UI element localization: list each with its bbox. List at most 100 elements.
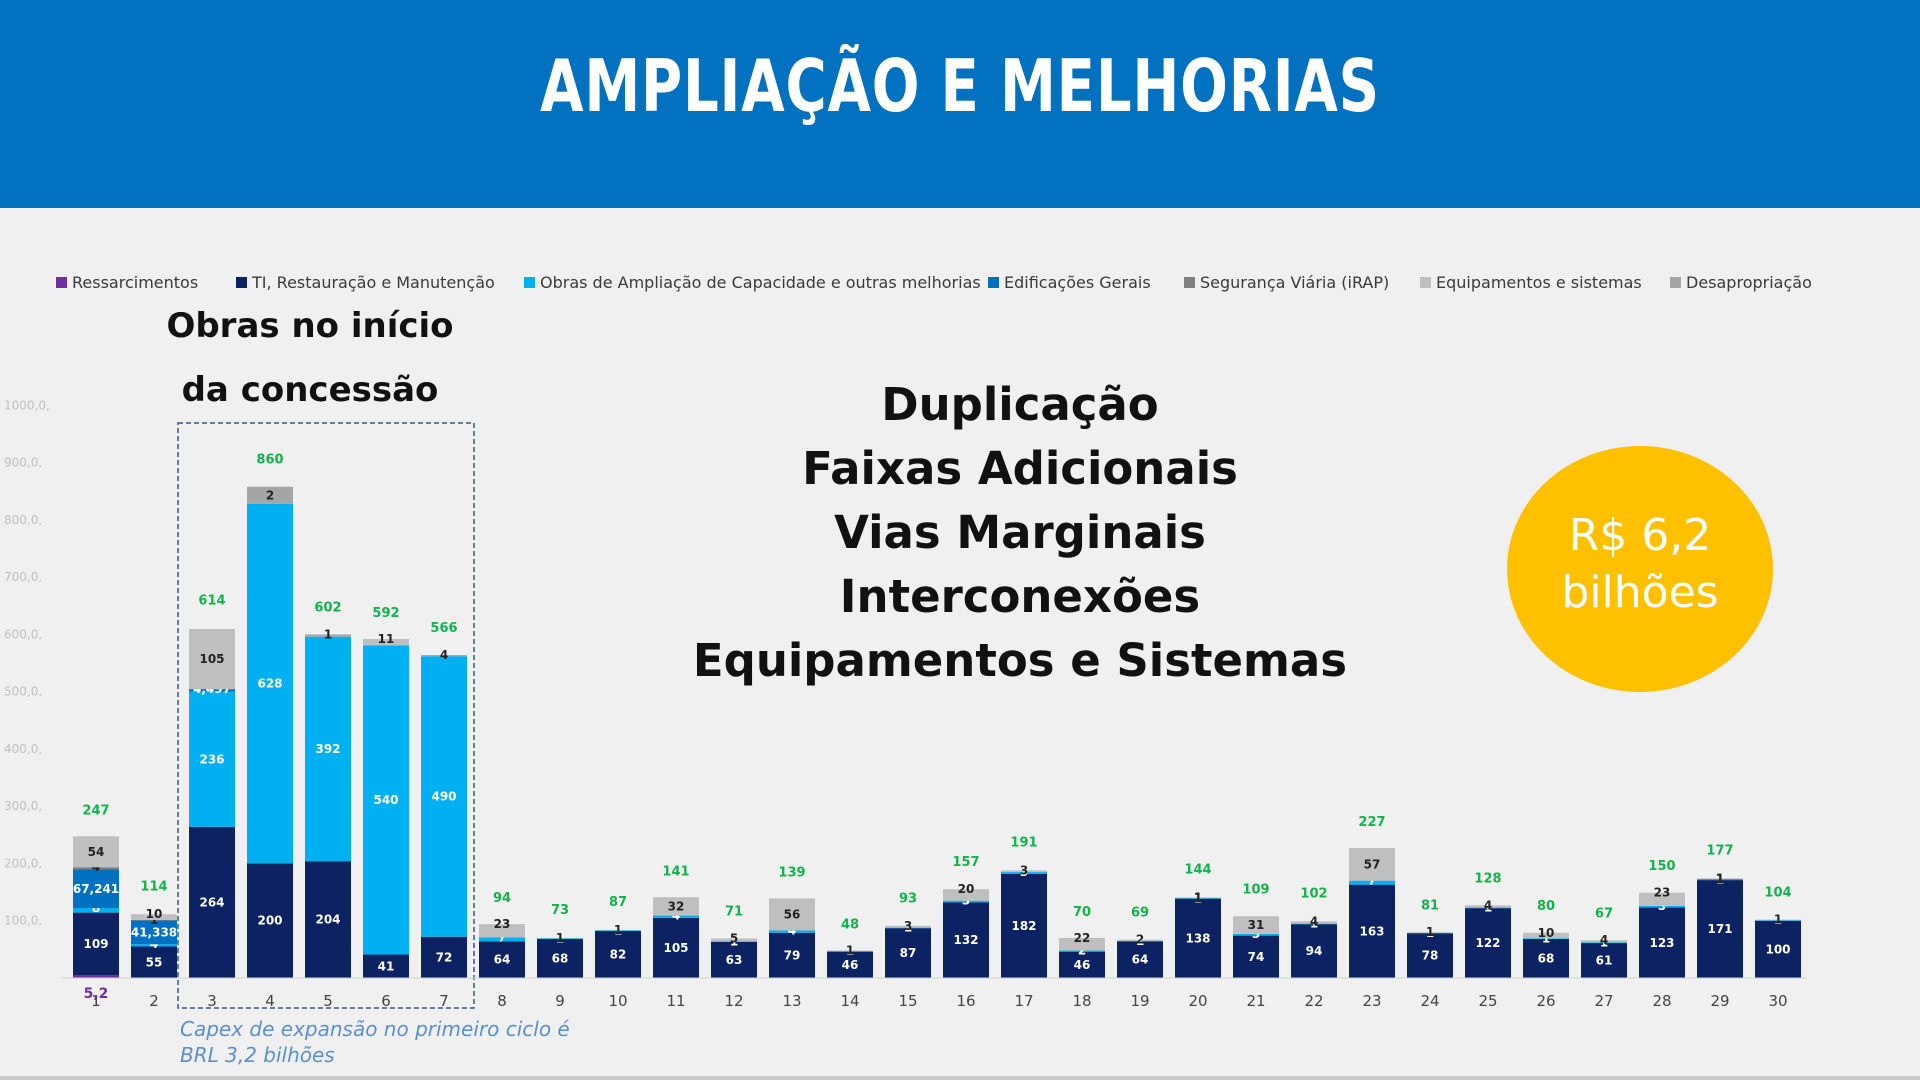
legend-item: Edificações Gerais <box>988 268 1151 296</box>
bar-segment <box>1407 933 1453 978</box>
segment-value-label: 41 <box>378 959 395 973</box>
bar-segment <box>827 950 873 952</box>
bar-segment <box>421 656 467 937</box>
bar-segment <box>131 944 177 947</box>
x-tick-label: 6 <box>381 992 391 1010</box>
y-tick-label: 700,0, <box>4 570 42 584</box>
bar-segment <box>1639 892 1685 906</box>
segment-value-label: 82 <box>610 948 627 962</box>
bar-total-label: 114 <box>140 880 167 895</box>
segment-value-label: 11 <box>378 632 395 646</box>
bar-segment <box>1059 951 1105 978</box>
bar-segment <box>885 927 931 929</box>
x-tick-label: 7 <box>439 992 449 1010</box>
bar-segment <box>1697 878 1743 880</box>
bar-total-label: 592 <box>372 606 399 621</box>
segment-value-label: 1 <box>904 921 912 935</box>
bar-segment <box>1755 920 1801 978</box>
x-tick-label: 12 <box>724 992 743 1010</box>
bar-segment <box>943 900 989 903</box>
bar-segment <box>1175 898 1221 978</box>
legend-item: Segurança Viária (iRAP) <box>1184 268 1389 296</box>
bar-segment <box>1059 937 1105 951</box>
x-tick-label: 14 <box>840 992 859 1010</box>
bar-segment <box>711 941 757 942</box>
segment-value-label: 1 <box>1774 913 1782 927</box>
feature-interconexoes: Interconexões <box>839 570 1201 623</box>
header-banner <box>0 0 1920 208</box>
segment-value-label: 540 <box>373 793 398 807</box>
y-tick-label: 300,0, <box>4 799 42 813</box>
bar-segment <box>73 912 119 976</box>
bar-total-label: 602 <box>314 600 341 615</box>
bar-segment <box>479 941 525 978</box>
bar-segment <box>1233 935 1279 978</box>
x-tick-label: 15 <box>898 992 917 1010</box>
bar-segment <box>1001 873 1047 978</box>
segment-value-label: 1 <box>1194 890 1202 904</box>
segment-value-label: 1 <box>1426 925 1434 939</box>
segment-value-label: 204 <box>315 913 340 927</box>
y-tick-label: 600,0, <box>4 627 42 641</box>
segment-value-label: 628 <box>257 677 282 691</box>
segment-value-label: 4 <box>1484 898 1492 912</box>
x-tick-label: 28 <box>1652 992 1671 1010</box>
bar-segment <box>1581 940 1627 943</box>
segment-value-label: 182 <box>1011 919 1036 933</box>
x-tick-label: 22 <box>1304 992 1323 1010</box>
bar-segment <box>131 946 177 978</box>
segment-value-label: 63 <box>726 953 743 967</box>
segment-value-label: 1 <box>846 944 854 958</box>
bar-segment <box>479 937 525 942</box>
bar-segment <box>1117 941 1163 978</box>
bar-segment <box>1639 907 1685 978</box>
bottom-divider <box>0 1076 1920 1080</box>
x-tick-label: 27 <box>1594 992 1613 1010</box>
capex-note: Capex de expansão no primeiro ciclo é BR… <box>180 1017 570 1067</box>
segment-value-label: 22 <box>1074 931 1091 945</box>
segment-value-label: 490 <box>431 789 456 803</box>
y-tick-label: 200,0, <box>4 856 42 870</box>
legend-swatch <box>524 276 535 288</box>
x-tick-label: 18 <box>1072 992 1091 1010</box>
bar-segment <box>769 898 815 931</box>
bar-segment <box>1117 940 1163 942</box>
bar-total-label: 81 <box>1421 899 1439 914</box>
circle-value: R$ 6,2 <box>1568 510 1712 561</box>
x-tick-label: 9 <box>555 992 565 1010</box>
bar-segment <box>1465 907 1511 909</box>
chart-legend: Ressarcimentos TI, Restauração e Manutenç… <box>56 268 1916 296</box>
legend-swatch <box>1184 276 1195 288</box>
bar-segment <box>595 930 641 932</box>
bar-segment <box>1349 848 1395 881</box>
segment-value-label: 94 <box>1306 944 1323 958</box>
segment-value-label: 20 <box>958 882 975 896</box>
segment-value-label: 41,338 <box>131 925 177 939</box>
bar-segment <box>1233 916 1279 934</box>
segment-value-label: 78 <box>1422 949 1439 963</box>
feature-faixas-adicionais: Faixas Adicionais <box>802 442 1238 495</box>
y-tick-label: 400,0, <box>4 742 42 756</box>
bar-segment <box>827 951 873 978</box>
bar-segment <box>1349 884 1395 978</box>
bar-segment <box>1581 942 1627 944</box>
x-tick-label: 13 <box>782 992 801 1010</box>
segment-value-label: 100 <box>1765 942 1790 956</box>
segment-value-label: 138 <box>1185 931 1210 945</box>
bar-segment <box>1407 932 1453 934</box>
bar-segment <box>943 889 989 901</box>
bar-total-label: 70 <box>1073 905 1091 920</box>
bar-segment <box>1523 939 1569 978</box>
legend-swatch <box>1420 276 1431 288</box>
bar-total-label: 67 <box>1595 907 1613 922</box>
bar-segment <box>1233 933 1279 936</box>
feature-equipamentos-sistemas: Equipamentos e Sistemas <box>692 634 1348 687</box>
bar-segment <box>885 925 931 928</box>
segment-value-label: 74 <box>1248 950 1265 964</box>
bar-segment <box>1639 905 1685 908</box>
segment-value-label: 105 <box>663 941 688 955</box>
segment-value-label: 46 <box>842 958 859 972</box>
feature-duplicacao: Duplicação <box>881 378 1159 431</box>
bar-segment <box>1465 908 1511 978</box>
legend-label: TI, Restauração e Manutenção <box>252 272 495 292</box>
